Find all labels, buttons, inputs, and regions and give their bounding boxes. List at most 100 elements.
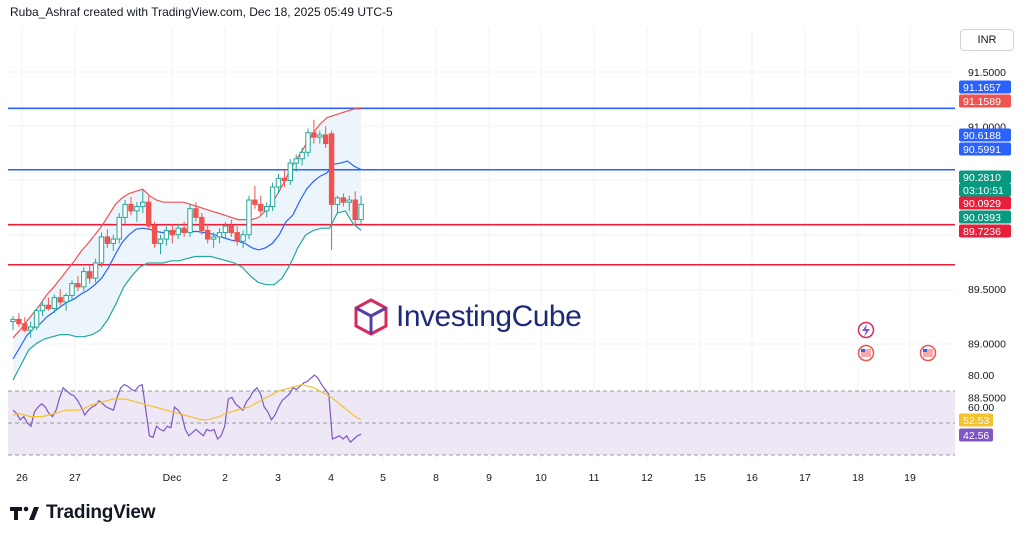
- candle: [92, 258, 99, 283]
- price-tags: 91.1657 91.1589 90.6188 90.5991 90.281003:10…: [959, 80, 1011, 442]
- candle: [323, 126, 329, 148]
- time-tick-label: 19: [904, 472, 916, 484]
- candle: [45, 297, 52, 311]
- tradingview-logo-icon: [10, 506, 39, 520]
- chart-header: Ruba_Ashraf created with TradingView.com…: [10, 5, 393, 19]
- candle: [51, 294, 57, 313]
- rsi-tag: 52.53: [959, 413, 993, 427]
- candle: [222, 221, 229, 240]
- time-tick-label: 5: [380, 472, 386, 484]
- svg-text:90.5991: 90.5991: [963, 144, 1001, 156]
- candlestick-series: [10, 119, 364, 338]
- candle: [163, 226, 170, 246]
- bollinger-basis-line: [12, 160, 362, 360]
- candle: [205, 223, 211, 244]
- time-tick-label: 18: [852, 472, 864, 484]
- candle: [252, 185, 258, 209]
- candle: [33, 308, 40, 331]
- price-tick-label: 91.5000: [968, 67, 1006, 79]
- candle: [69, 280, 75, 300]
- candle: [75, 275, 81, 292]
- candle: [193, 202, 199, 222]
- candle: [146, 195, 152, 230]
- time-tick-label: 12: [641, 472, 653, 484]
- event-icons[interactable]: [857, 321, 937, 362]
- candle: [275, 173, 282, 194]
- candle: [16, 312, 22, 327]
- candle: [110, 234, 116, 252]
- candle: [187, 204, 193, 237]
- lightning-event-icon[interactable]: [857, 321, 875, 339]
- candle: [269, 182, 276, 211]
- price-tag: 90.2810: [959, 170, 1011, 184]
- time-tick-label: 15: [694, 472, 706, 484]
- svg-text:91.1657: 91.1657: [963, 82, 1001, 94]
- price-tag: 90.0929: [959, 196, 1011, 210]
- candle: [293, 154, 299, 172]
- time-tick-label: 8: [433, 472, 439, 484]
- candle: [358, 195, 364, 224]
- candle: [281, 169, 288, 188]
- time-tick-label: 3: [275, 472, 281, 484]
- candle: [228, 219, 235, 237]
- candle: [39, 302, 46, 317]
- candle: [210, 232, 217, 248]
- rsi-tick-label: 60.00: [968, 402, 994, 414]
- svg-text:90.6188: 90.6188: [963, 130, 1001, 142]
- candle: [305, 128, 311, 157]
- candle: [240, 230, 246, 248]
- us-flag-event-icon[interactable]: [857, 344, 875, 362]
- rsi-tick-label: 80.00: [968, 370, 994, 382]
- cube-logo-icon: [354, 298, 388, 336]
- candle: [340, 193, 347, 207]
- price-tag: 90.6188: [959, 128, 1011, 142]
- candle: [175, 223, 181, 240]
- rsi-line: [12, 374, 362, 444]
- svg-text:90.0929: 90.0929: [963, 198, 1001, 210]
- rsi-tag: 42.56: [959, 428, 993, 442]
- bollinger-fill: [13, 108, 362, 381]
- price-tick-label: 89.5000: [968, 284, 1006, 296]
- candle: [140, 189, 146, 214]
- candle: [328, 130, 335, 250]
- svg-text:90.2810: 90.2810: [963, 172, 1001, 184]
- candle: [346, 195, 353, 211]
- price-tick-label: 88.5000: [968, 393, 1006, 405]
- us-flag-event-icon-2[interactable]: [919, 344, 937, 362]
- price-axis: 91.500091.000090.500089.500089.000088.50…: [968, 67, 1006, 414]
- price-tag: 91.1657: [959, 80, 1011, 94]
- candle: [311, 119, 317, 144]
- time-axis: 26 27 Dec 2 3 4 5 8 9 10 11 12 15 16 17 18 19: [16, 472, 916, 484]
- svg-text:91.1589: 91.1589: [963, 96, 1001, 108]
- candle: [264, 202, 270, 218]
- candle: [134, 202, 140, 222]
- candle: [246, 195, 252, 240]
- candle: [22, 317, 28, 333]
- candle: [151, 221, 158, 248]
- candle: [216, 228, 223, 244]
- svg-text:90.0393: 90.0393: [963, 212, 1001, 224]
- time-tick-label: 11: [589, 472, 600, 484]
- time-tick-label: 10: [535, 472, 547, 484]
- svg-text:89.7236: 89.7236: [963, 226, 1001, 238]
- time-tick-label: 4: [328, 472, 334, 484]
- candle: [57, 289, 63, 306]
- candle: [128, 196, 134, 216]
- price-tag: 91.1589: [959, 94, 1011, 108]
- candle: [181, 221, 187, 237]
- time-tick-label: 26: [16, 472, 28, 484]
- time-tick-label: 9: [486, 472, 492, 484]
- candle: [287, 158, 294, 185]
- rsi-pane: [8, 374, 955, 456]
- candle: [10, 316, 16, 331]
- currency-selector[interactable]: INR: [960, 29, 1014, 51]
- bollinger-lower-line: [12, 210, 362, 381]
- tradingview-logo[interactable]: TradingView: [10, 502, 156, 524]
- candle: [28, 321, 34, 338]
- candle: [116, 213, 122, 244]
- price-tick-label: 89.0000: [968, 338, 1006, 350]
- tradingview-brand: TradingView: [46, 502, 156, 523]
- candle: [317, 130, 323, 144]
- candle: [334, 195, 341, 214]
